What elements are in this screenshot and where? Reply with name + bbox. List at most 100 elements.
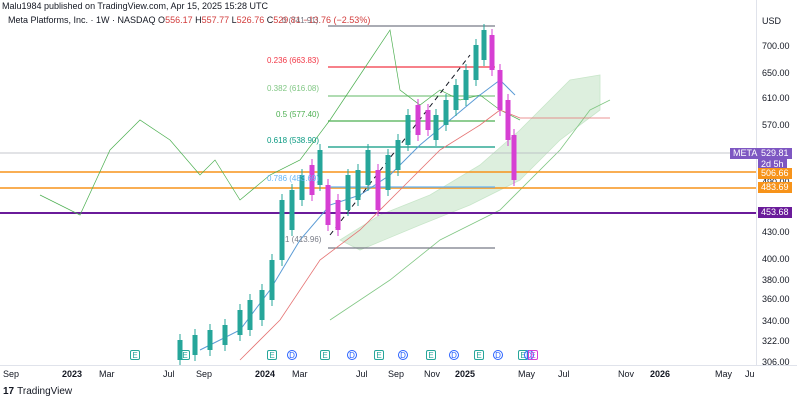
symbol-title: Meta Platforms, Inc. · 1W · NASDAQ — [8, 15, 156, 25]
candle-body — [395, 140, 401, 170]
level-value-453: 453.68 — [761, 207, 789, 217]
fib-level-label: 0 (741.91) — [282, 16, 319, 25]
candle-body — [511, 135, 517, 180]
open-label: O — [158, 15, 166, 25]
candle-body — [473, 45, 479, 80]
candle-body — [405, 115, 411, 145]
base-line — [239, 109, 610, 361]
tradingview-logo-icon: 17 — [3, 386, 15, 397]
fib-level-label: 0.382 (616.08) — [267, 84, 320, 93]
lagging-span — [39, 29, 521, 216]
time-tick: 2024 — [255, 369, 276, 379]
price-tick: 306.00 — [762, 357, 790, 367]
time-tick: Mar — [292, 369, 308, 379]
time-tick: Jul — [163, 369, 175, 379]
time-tick: Mar — [99, 369, 115, 379]
earnings-marker[interactable]: E — [374, 350, 384, 360]
dividend-marker[interactable]: D — [493, 350, 503, 360]
current-price-badge: 529.81 — [758, 148, 792, 159]
price-tick: 340.00 — [762, 316, 790, 326]
low-value: 526.76 — [236, 15, 265, 25]
projection-dashed-line — [329, 54, 471, 236]
candle-body — [365, 150, 371, 185]
tradingview-logo[interactable]: 17 TradingView — [3, 386, 72, 397]
level-badge-506: 506.66 — [758, 168, 792, 179]
currency-label: USD — [762, 16, 782, 26]
time-tick: May — [715, 369, 733, 379]
close-label: C — [266, 15, 274, 25]
level-badge-483: 483.69 — [758, 182, 792, 193]
candle-body — [385, 155, 391, 190]
fib-level-label: 0.236 (663.83) — [267, 56, 320, 65]
fib-level-label: 0.786 (483.69) — [267, 174, 320, 183]
candle-body — [259, 290, 265, 320]
earnings-marker[interactable]: E — [267, 350, 277, 360]
time-tick: Sep — [196, 369, 213, 379]
candle-body — [415, 105, 421, 135]
earnings-marker[interactable]: E — [320, 350, 330, 360]
symbol-badge-ticker: META — [733, 148, 758, 158]
bar-countdown-badge: 2d 5h — [758, 159, 787, 170]
earnings-marker[interactable]: E — [528, 350, 538, 360]
candle-body — [345, 175, 351, 210]
time-tick: Nov — [424, 369, 441, 379]
time-tick: 2026 — [650, 369, 671, 379]
publish-line: Malu1984 published on TradingView.com, A… — [2, 1, 269, 11]
bar-countdown-value: 2d 5h — [761, 159, 784, 169]
candle-body — [443, 100, 449, 125]
candle-body — [192, 335, 198, 355]
price-axis-divider — [756, 0, 757, 365]
earnings-marker[interactable]: E — [130, 350, 140, 360]
candle-body — [463, 70, 469, 100]
time-tick: Jul — [558, 369, 570, 379]
close-value: 529.81 — [273, 15, 301, 25]
fib-level-label: 0.5 (577.40) — [276, 110, 320, 119]
price-tick: 360.00 — [762, 294, 790, 304]
dividend-marker[interactable]: D — [287, 350, 297, 360]
price-tick: 380.00 — [762, 275, 790, 285]
candle-body — [279, 200, 285, 260]
time-tick: Jul — [356, 369, 368, 379]
fib-level-label: 0.618 (538.90) — [267, 136, 320, 145]
candle-body — [269, 260, 275, 300]
price-tick: 570.00 — [762, 120, 790, 130]
dividend-marker[interactable]: D — [449, 350, 459, 360]
high-value: 557.77 — [201, 15, 230, 25]
candle-body — [207, 330, 213, 350]
time-tick: 2025 — [455, 369, 476, 379]
candle-body — [247, 300, 253, 330]
low-label: L — [231, 15, 237, 25]
current-price-value: 529.81 — [761, 148, 789, 158]
candle-body — [309, 165, 315, 195]
time-tick: Nov — [618, 369, 635, 379]
dividend-marker[interactable]: D — [398, 350, 408, 360]
candle-body — [425, 110, 431, 130]
candle-body — [375, 170, 381, 210]
candle-body — [325, 185, 331, 225]
level-value-506: 506.66 — [761, 168, 789, 178]
price-tick: 700.00 — [762, 41, 790, 51]
candle-body — [497, 70, 503, 110]
dividend-marker[interactable]: D — [347, 350, 357, 360]
earnings-marker[interactable]: E — [474, 350, 484, 360]
earnings-marker[interactable]: E — [426, 350, 436, 360]
candle-body — [433, 115, 439, 140]
open-value: 556.17 — [165, 15, 193, 25]
candle-body — [222, 325, 228, 345]
chart-header: Meta Platforms, Inc. · 1W · NASDAQ O556.… — [8, 15, 370, 25]
candle-body — [489, 35, 495, 70]
price-tick: 400.00 — [762, 254, 790, 264]
candle-body — [289, 190, 295, 230]
candle-body — [299, 175, 305, 200]
price-tick: 610.00 — [762, 93, 790, 103]
time-axis-divider — [0, 365, 797, 366]
earnings-marker[interactable]: E — [180, 350, 190, 360]
price-tick: 650.00 — [762, 68, 790, 78]
high-label: H — [195, 15, 202, 25]
level-badge-453: 453.68 — [758, 207, 792, 218]
candle-body — [481, 30, 487, 60]
time-tick: Ju — [745, 369, 755, 379]
price-tick: 430.00 — [762, 227, 790, 237]
candle-body — [453, 85, 459, 110]
